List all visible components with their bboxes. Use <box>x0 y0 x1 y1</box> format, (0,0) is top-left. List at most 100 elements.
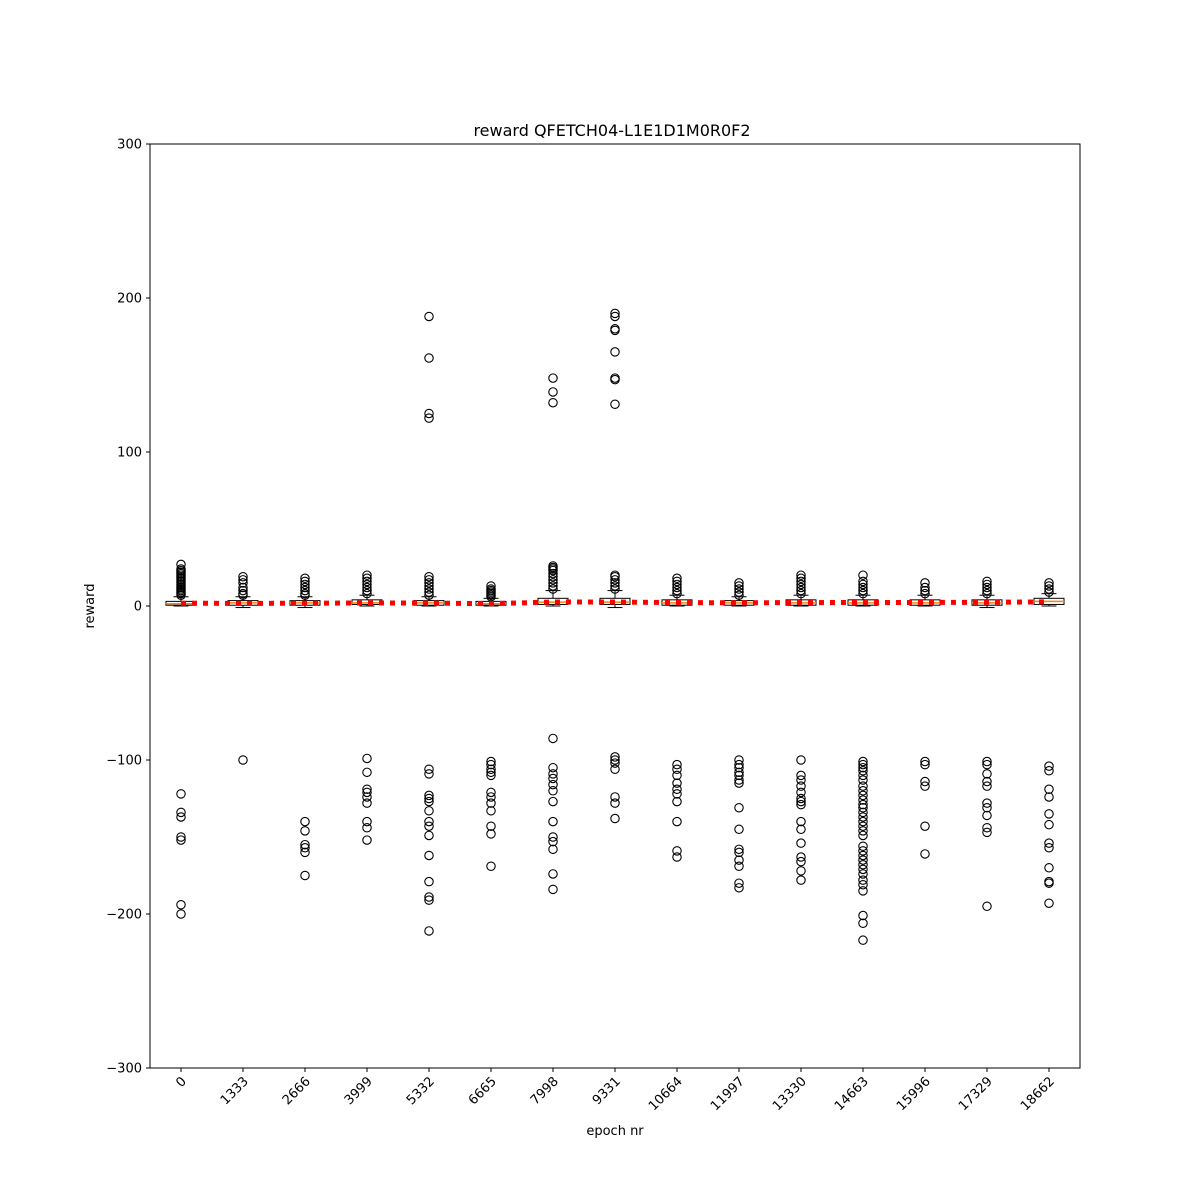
outlier-point <box>858 582 868 593</box>
outlier-point <box>238 575 248 585</box>
outlier-point <box>672 582 682 593</box>
outlier-point <box>1044 898 1054 908</box>
outlier-point <box>238 578 248 588</box>
box-iqr <box>537 597 569 605</box>
outlier-point <box>734 802 744 813</box>
outlier-point <box>672 759 682 770</box>
outlier-point <box>300 870 310 881</box>
outlier-point <box>920 849 930 859</box>
outlier-point <box>920 585 930 596</box>
outlier-point <box>858 775 868 785</box>
outlier-point <box>300 816 310 827</box>
outlier-point <box>858 762 868 773</box>
outlier-point <box>238 585 248 596</box>
outlier-point <box>858 795 868 805</box>
outlier-point <box>796 796 806 807</box>
outlier-point <box>424 571 434 582</box>
outlier-point <box>672 778 682 788</box>
outlier-point <box>734 581 744 591</box>
outlier-point <box>734 855 744 865</box>
outlier-point <box>424 926 434 936</box>
outlier-point <box>982 582 992 593</box>
outlier-point <box>610 347 620 357</box>
outlier-point <box>548 836 558 847</box>
box-group-1333 <box>227 571 259 765</box>
outlier-point <box>672 764 682 774</box>
outlier-point <box>610 575 620 585</box>
outlier-point <box>424 806 434 816</box>
outlier-point <box>858 859 868 870</box>
outlier-point <box>1044 784 1054 795</box>
outlier-point <box>424 892 434 902</box>
outlier-point <box>300 847 310 858</box>
outlier-point <box>858 770 868 781</box>
outlier-point <box>920 781 930 791</box>
outlier-point <box>548 387 558 397</box>
outlier-point <box>920 756 930 767</box>
outlier-point <box>424 816 434 827</box>
outlier-point <box>858 802 868 813</box>
box-group-15996 <box>909 578 941 859</box>
outlier-point <box>858 879 868 890</box>
outlier-point <box>920 582 930 593</box>
outlier-point <box>920 776 930 787</box>
outlier-point <box>300 826 310 836</box>
outlier-point <box>238 755 248 765</box>
outlier-point <box>548 816 558 827</box>
outlier-point <box>486 829 496 839</box>
outlier-point <box>734 878 744 888</box>
outlier-point <box>548 762 558 773</box>
outlier-point <box>176 812 186 822</box>
outlier-point <box>362 823 372 833</box>
outlier-point <box>982 798 992 808</box>
outlier-point <box>548 884 558 895</box>
outlier-point <box>796 856 806 867</box>
outlier-point <box>858 869 868 879</box>
outlier-point <box>982 823 992 833</box>
outlier-point <box>796 816 806 827</box>
outlier-point <box>734 861 744 872</box>
outlier-point <box>424 850 434 861</box>
outlier-point <box>982 588 992 599</box>
outlier-point <box>176 559 186 570</box>
outlier-point <box>734 883 744 893</box>
outlier-point <box>920 588 930 599</box>
outlier-point <box>982 769 992 779</box>
outlier-point <box>238 588 248 599</box>
box-iqr <box>351 599 383 605</box>
outlier-point <box>238 571 248 582</box>
outlier-point <box>548 578 558 588</box>
outlier-point <box>858 759 868 770</box>
outlier-point <box>1044 863 1054 873</box>
outlier-point <box>486 756 496 767</box>
outlier-point <box>858 864 868 875</box>
outlier-point <box>548 561 558 571</box>
outlier-point <box>734 759 744 770</box>
outlier-point <box>858 756 868 767</box>
outlier-point <box>362 582 372 593</box>
outlier-point <box>982 579 992 590</box>
outlier-point <box>734 847 744 858</box>
y-tick-label: 0 <box>134 600 142 615</box>
outlier-point <box>424 790 434 801</box>
outlier-point <box>672 573 682 584</box>
y-tick-label: 200 <box>117 292 142 307</box>
outlier-point <box>858 790 868 801</box>
outlier-point <box>920 759 930 770</box>
box-group-7998 <box>537 373 569 895</box>
outlier-point <box>610 584 620 594</box>
outlier-point <box>424 584 434 594</box>
outlier-point <box>424 830 434 841</box>
outlier-point <box>424 895 434 905</box>
outlier-point <box>796 781 806 791</box>
outlier-point <box>734 578 744 588</box>
outlier-point <box>548 581 558 591</box>
outlier-point <box>424 413 434 423</box>
outlier-point <box>796 588 806 599</box>
outlier-point <box>548 584 558 594</box>
y-axis-label: reward <box>83 583 98 628</box>
outlier-point <box>362 784 372 795</box>
outlier-point <box>548 779 558 790</box>
box-group-3999 <box>351 570 383 845</box>
outlier-point <box>362 767 372 778</box>
